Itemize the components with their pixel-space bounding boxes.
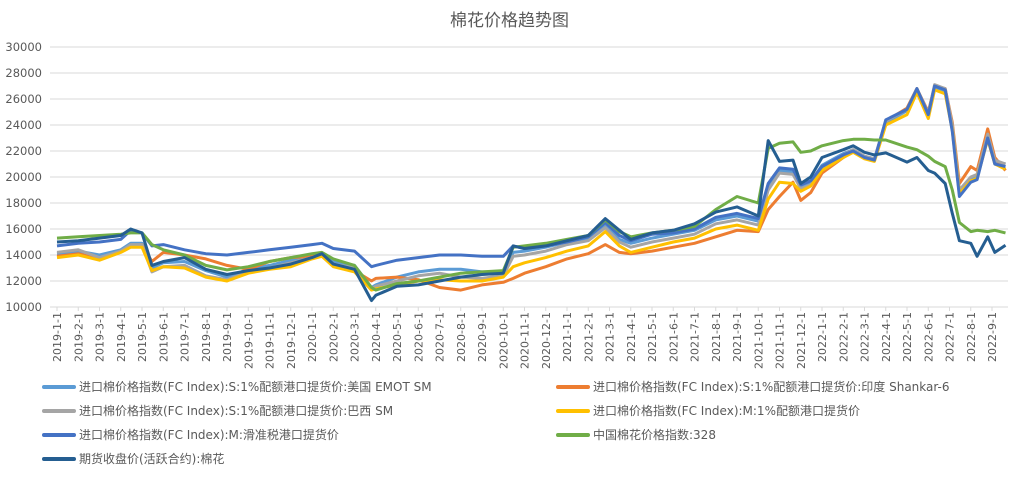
legend-item: 进口棉价格指数(FC Index):S:1%配额港口提货价:美国 EMOT SM — [42, 378, 432, 395]
x-tick-label: 2022-3-1 — [859, 312, 872, 362]
x-tick-label: 2021-6-1 — [667, 312, 680, 362]
x-tick-label: 2022-7-1 — [944, 312, 957, 362]
x-tick-label: 2021-9-1 — [731, 312, 744, 362]
legend-label: 进口棉价格指数(FC Index):S:1%配额港口提货价:美国 EMOT SM — [79, 380, 432, 394]
x-tick-label: 2020-11-1 — [519, 312, 532, 369]
legend-item: 期货收盘价(活跃合约):棉花 — [42, 450, 224, 467]
x-tick-label: 2020-9-1 — [476, 312, 489, 362]
y-tick-label: 22000 — [5, 144, 42, 158]
x-tick-label: 2021-5-1 — [646, 312, 659, 362]
series-line-5 — [56, 84, 1006, 269]
x-tick-label: 2019-11-1 — [264, 312, 277, 369]
legend-swatch — [556, 384, 590, 389]
legend-swatch — [42, 384, 76, 389]
y-tick-label: 24000 — [5, 118, 42, 132]
x-tick-label: 2019-7-1 — [179, 312, 192, 362]
series-line-4 — [56, 88, 1007, 292]
x-tick-label: 2021-4-1 — [625, 312, 638, 362]
y-tick-label: 14000 — [5, 248, 42, 262]
x-tick-label: 2019-10-1 — [242, 312, 255, 369]
y-tick-label: 26000 — [5, 92, 42, 106]
x-tick-label: 2022-9-1 — [986, 312, 999, 362]
legend-item: 中国棉花价格指数:328 — [556, 426, 716, 443]
x-tick-label: 2019-9-1 — [221, 312, 234, 362]
x-tick-label: 2021-2-1 — [582, 312, 595, 362]
x-tick-label: 2020-2-1 — [327, 312, 340, 362]
x-tick-label: 2021-11-1 — [774, 312, 787, 369]
x-tick-label: 2019-12-1 — [285, 312, 298, 369]
x-tick-label: 2021-8-1 — [710, 312, 723, 362]
x-tick-label: 2019-8-1 — [200, 312, 213, 362]
legend-label: 期货收盘价(活跃合约):棉花 — [79, 452, 225, 466]
y-tick-label: 10000 — [5, 300, 42, 314]
x-tick-label: 2019-6-1 — [157, 312, 170, 362]
series-line-7 — [56, 139, 1007, 302]
legend-label: 进口棉价格指数(FC Index):S:1%配额港口提货价:印度 Shankar… — [593, 380, 950, 394]
legend-label: 进口棉价格指数(FC Index):S:1%配额港口提货价:巴西 SM — [79, 404, 394, 418]
x-tick-label: 2021-7-1 — [689, 312, 702, 362]
x-tick-label: 2021-10-1 — [752, 312, 765, 369]
x-tick-label: 2020-6-1 — [412, 312, 425, 362]
x-tick-label: 2019-4-1 — [115, 312, 128, 362]
x-tick-label: 2022-2-1 — [837, 312, 850, 362]
x-tick-label: 2022-6-1 — [922, 312, 935, 362]
legend-swatch — [42, 432, 76, 437]
x-tick-label: 2020-8-1 — [455, 312, 468, 362]
chart-title: 棉花价格趋势图 — [450, 11, 569, 31]
legend-label: 进口棉价格指数(FC Index):M:滑准税港口提货价 — [79, 428, 339, 442]
legend-item: 进口棉价格指数(FC Index):M:1%配额港口提货价 — [556, 402, 860, 419]
y-tick-label: 20000 — [5, 170, 42, 184]
x-tick-label: 2022-4-1 — [880, 312, 893, 362]
legend-swatch — [556, 432, 590, 437]
x-tick-label: 2021-1-1 — [561, 312, 574, 362]
legend-swatch — [42, 408, 76, 413]
y-tick-label: 30000 — [5, 40, 42, 54]
x-tick-label: 2019-2-1 — [72, 312, 85, 362]
x-tick-label: 2020-7-1 — [434, 312, 447, 362]
x-tick-label: 2020-4-1 — [370, 312, 383, 362]
x-tick-label: 2021-12-1 — [795, 312, 808, 369]
x-tick-label: 2022-5-1 — [901, 312, 914, 362]
legend-label: 中国棉花价格指数:328 — [593, 428, 716, 442]
series-line-2 — [56, 84, 1007, 292]
x-tick-label: 2021-3-1 — [604, 312, 617, 362]
legend-item: 进口棉价格指数(FC Index):M:滑准税港口提货价 — [42, 426, 339, 443]
y-tick-label: 28000 — [5, 66, 42, 80]
legend-item: 进口棉价格指数(FC Index):S:1%配额港口提货价:印度 Shankar… — [556, 378, 950, 395]
y-tick-label: 12000 — [5, 274, 42, 288]
x-tick-label: 2020-12-1 — [540, 312, 553, 369]
x-tick-label: 2019-3-1 — [94, 312, 107, 362]
x-tick-label: 2020-1-1 — [306, 312, 319, 362]
legend-swatch — [42, 456, 76, 461]
legend-label: 进口棉价格指数(FC Index):M:1%配额港口提货价 — [593, 404, 860, 418]
x-tick-label: 2022-8-1 — [965, 312, 978, 362]
legend-item: 进口棉价格指数(FC Index):S:1%配额港口提货价:巴西 SM — [42, 402, 393, 419]
x-tick-label: 2019-5-1 — [136, 312, 149, 362]
x-tick-label: 2020-5-1 — [391, 312, 404, 362]
x-tick-label: 2020-3-1 — [349, 312, 362, 362]
x-tick-label: 2022-1-1 — [816, 312, 829, 362]
y-tick-label: 16000 — [5, 222, 42, 236]
x-tick-label: 2019-1-1 — [51, 312, 64, 362]
x-tick-label: 2020-10-1 — [497, 312, 510, 369]
legend-swatch — [556, 408, 590, 413]
y-tick-label: 18000 — [5, 196, 42, 210]
